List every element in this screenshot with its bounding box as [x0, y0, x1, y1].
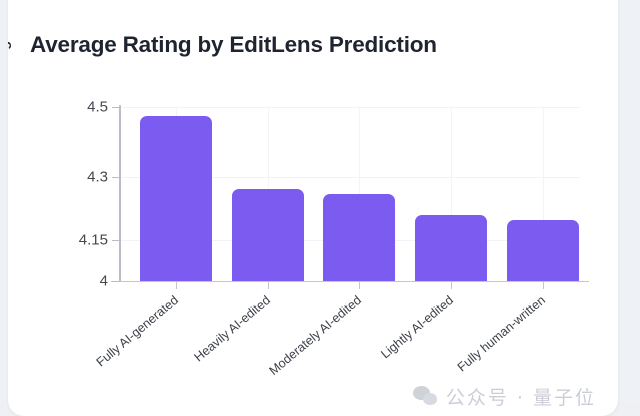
chart-card: Average Rating by EditLens Prediction Av… — [8, 0, 618, 416]
gridline-vertical — [450, 107, 452, 281]
y-tick-label: 4 — [99, 272, 108, 290]
y-axis-title: Average Rating — [8, 0, 12, 90]
x-tick-mark — [175, 282, 177, 289]
y-tick-label: 4.15 — [78, 231, 108, 249]
watermark-text: 公众号 · 量子位 — [445, 387, 596, 409]
x-tick-mark — [450, 282, 452, 289]
x-axis-line — [111, 281, 589, 283]
watermark: 公众号 · 量子位 — [412, 383, 596, 410]
y-axis-line — [119, 105, 121, 282]
bar-1[interactable] — [231, 188, 304, 281]
x-tick-mark — [267, 282, 269, 289]
y-tick-mark — [112, 281, 119, 283]
gridline-horizontal — [120, 176, 580, 178]
bar-2[interactable] — [322, 194, 395, 281]
plot-area — [120, 107, 580, 282]
x-tick-mark — [542, 282, 544, 289]
bar-4[interactable] — [506, 219, 579, 281]
y-tick-label: 4.5 — [87, 98, 108, 116]
bar-3[interactable] — [414, 215, 487, 281]
y-tick-mark — [112, 107, 119, 109]
wechat-icon — [412, 386, 438, 407]
y-tick-label: 4.3 — [87, 168, 108, 186]
y-tick-mark — [112, 176, 119, 179]
screenshot-root: Average Rating by EditLens Prediction Av… — [8, 0, 618, 416]
gridline-horizontal — [120, 107, 580, 108]
bar-0[interactable] — [139, 116, 212, 281]
x-tick-mark — [358, 282, 360, 289]
chart-card-inner: Average Rating by EditLens Prediction Av… — [8, 0, 618, 416]
page-title: Average Rating by EditLens Prediction — [30, 32, 437, 57]
y-tick-mark — [112, 239, 119, 242]
gridline-vertical — [542, 107, 544, 281]
